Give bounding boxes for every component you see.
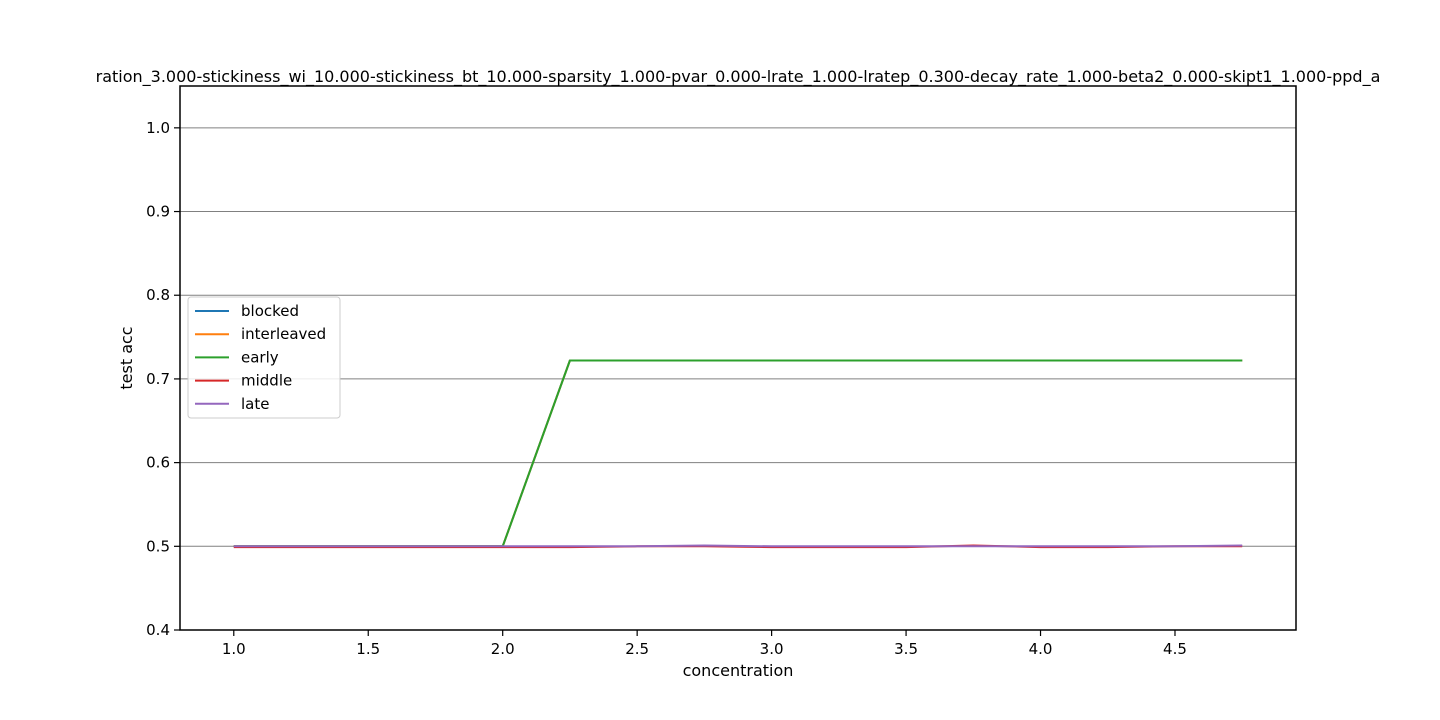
x-tick-label: 3.5 xyxy=(894,640,918,658)
series-lines xyxy=(233,359,1243,549)
legend-label-middle: middle xyxy=(241,372,292,390)
y-tick-label: 1.0 xyxy=(146,119,170,137)
x-axis: 1.0 1.5 2.0 2.5 3.0 3.5 4.0 4.5 xyxy=(222,630,1187,658)
series-line-early xyxy=(233,359,1243,548)
series-line-interleaved xyxy=(233,359,1243,548)
x-tick-label: 3.0 xyxy=(760,640,784,658)
legend-label-blocked: blocked xyxy=(241,302,299,320)
y-tick-label: 0.7 xyxy=(146,370,170,388)
series-line-late xyxy=(233,544,1243,548)
y-axis-label: test acc xyxy=(117,326,136,389)
grid-lines xyxy=(180,127,1296,547)
chart-title: ration_3.000-stickiness_wi_10.000-sticki… xyxy=(96,67,1381,87)
x-tick-label: 1.0 xyxy=(222,640,246,658)
y-tick-label: 0.9 xyxy=(146,203,170,221)
x-tick-label: 4.0 xyxy=(1029,640,1053,658)
legend-label-early: early xyxy=(241,348,279,366)
y-tick-label: 0.6 xyxy=(146,454,170,472)
x-tick-label: 2.0 xyxy=(491,640,515,658)
legend: blocked interleaved early middle late xyxy=(187,296,341,419)
legend-label-interleaved: interleaved xyxy=(241,325,326,343)
y-axis: 0.4 0.5 0.6 0.7 0.8 0.9 1.0 xyxy=(146,119,180,639)
legend-label-late: late xyxy=(241,395,269,413)
series-line-blocked xyxy=(233,359,1243,548)
y-tick-label: 0.4 xyxy=(146,621,170,639)
y-tick-label: 0.5 xyxy=(146,537,170,555)
x-tick-label: 4.5 xyxy=(1163,640,1187,658)
x-axis-label: concentration xyxy=(683,661,794,680)
y-tick-label: 0.8 xyxy=(146,286,170,304)
x-tick-label: 2.5 xyxy=(625,640,649,658)
plot-frame xyxy=(179,85,1297,631)
legend-box xyxy=(187,296,341,419)
x-tick-label: 1.5 xyxy=(356,640,380,658)
